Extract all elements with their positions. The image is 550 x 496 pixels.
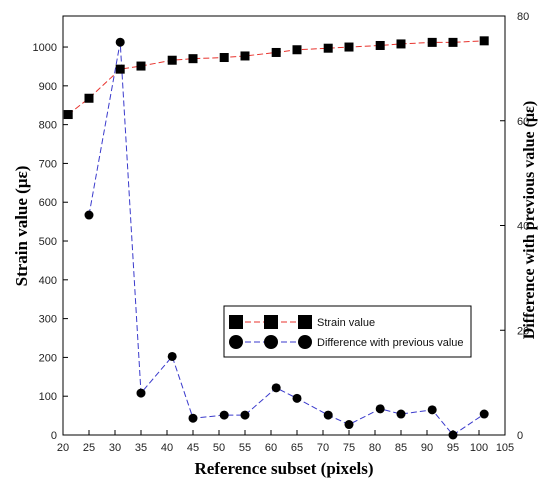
strain-point (167, 55, 177, 65)
strain-point (344, 42, 354, 52)
x-axis-title: Reference subset (pixels) (194, 459, 373, 478)
tick-layer: 20 25 30 35 40 45 50 55 60 65 70 75 80 85 90 95 100 10501… (33, 11, 530, 454)
y2-tick-label: 20 (517, 325, 529, 337)
legend-marker-difference (229, 335, 243, 349)
x-tick-label: 40 (161, 442, 173, 454)
difference-point (427, 405, 437, 415)
x-tick-label: 95 (447, 442, 459, 454)
strain-point (292, 45, 302, 55)
difference-point (292, 393, 302, 403)
difference-point (188, 413, 198, 423)
legend-label-difference: Difference with previous value (317, 337, 464, 349)
difference-point (219, 410, 229, 420)
x-tick-label: 65 (291, 442, 303, 454)
difference-point (396, 409, 406, 419)
strain-point (448, 37, 458, 47)
difference-point (136, 388, 146, 398)
legend-box (223, 305, 472, 358)
difference-point (84, 210, 94, 220)
strain-point (323, 43, 333, 53)
y-tick-label: 600 (39, 197, 57, 209)
strain-point (84, 93, 94, 103)
y-axis-title: Strain value (με) (12, 166, 31, 287)
y-tick-label: 900 (39, 81, 57, 93)
strain-point (188, 54, 198, 64)
difference-point (375, 404, 385, 414)
legend-marker-strain (264, 315, 278, 329)
legend-marker-strain (298, 315, 312, 329)
y-tick-label: 800 (39, 120, 57, 132)
x-tick-label: 35 (135, 442, 147, 454)
y2-tick-label: 60 (517, 116, 529, 128)
difference-point (240, 410, 250, 420)
plot-frame (62, 15, 506, 436)
strain-point (240, 51, 250, 61)
x-tick-label: 30 (109, 442, 121, 454)
y-tick-label: 700 (39, 158, 57, 170)
legend-marker-difference (298, 335, 312, 349)
y2-tick-label: 0 (517, 430, 523, 442)
legend-marker-strain (229, 315, 243, 329)
strain-point (375, 40, 385, 50)
x-tick-label: 75 (343, 442, 355, 454)
strain-point (219, 53, 229, 63)
x-tick-label: 45 (187, 442, 199, 454)
y-tick-label: 500 (39, 236, 57, 248)
strain-point (115, 64, 125, 74)
series-line-difference (88, 42, 485, 436)
difference-point (448, 430, 458, 440)
strain-point (271, 47, 281, 57)
strain-point (427, 37, 437, 47)
difference-point (344, 420, 354, 430)
x-tick-label: 50 (213, 442, 225, 454)
difference-point (271, 383, 281, 393)
y-tick-label: 200 (39, 352, 57, 364)
y-tick-label: 100 (39, 391, 57, 403)
x-tick-label: 100 (470, 442, 488, 454)
y-tick-label: 0 (51, 430, 57, 442)
difference-point (479, 409, 489, 419)
legend-label-strain: Strain value (317, 317, 375, 329)
legend-marker-difference (264, 335, 278, 349)
y-tick-label: 300 (39, 314, 57, 326)
strain-point (396, 39, 406, 49)
x-tick-label: 70 (317, 442, 329, 454)
y2-tick-label: 80 (517, 11, 529, 23)
legend: Strain value Difference with previous va… (223, 305, 472, 358)
x-tick-label: 60 (265, 442, 277, 454)
x-tick-label: 25 (83, 442, 95, 454)
x-tick-label: 90 (421, 442, 433, 454)
difference-point (115, 37, 125, 47)
y-tick-label: 400 (39, 275, 57, 287)
strain-point (479, 36, 489, 46)
x-tick-label: 80 (369, 442, 381, 454)
strain-point (63, 110, 73, 120)
y2-tick-label: 40 (517, 221, 529, 233)
x-tick-label: 85 (395, 442, 407, 454)
x-tick-label: 55 (239, 442, 251, 454)
difference-point (323, 410, 333, 420)
x-tick-label: 20 (57, 442, 69, 454)
difference-point (167, 351, 177, 361)
series-layer (63, 36, 489, 440)
strain-point (136, 61, 146, 71)
y2-axis-title: Difference with previous value (με) (521, 101, 538, 339)
y-tick-label: 1000 (33, 42, 57, 54)
x-tick-label: 105 (496, 442, 514, 454)
